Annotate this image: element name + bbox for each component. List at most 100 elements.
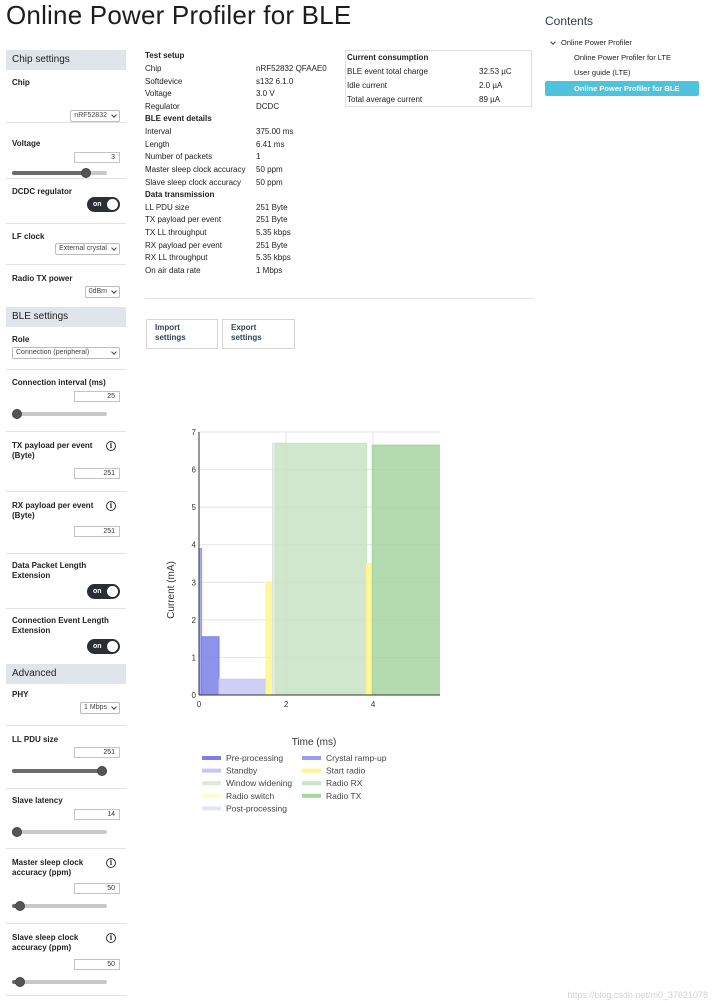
row-value: 5.35 kbps bbox=[256, 253, 291, 262]
slider-thumb[interactable] bbox=[14, 977, 25, 987]
toggle-knob bbox=[107, 199, 118, 210]
chart-bars bbox=[198, 442, 440, 696]
voltage-field: Voltage 3 bbox=[6, 123, 126, 179]
table-row: Idle current 2.0 µA bbox=[347, 81, 532, 90]
ll-pdu-input[interactable]: 251 bbox=[74, 747, 120, 758]
export-settings-button[interactable]: Export settings bbox=[222, 319, 295, 349]
slave-sca-label: Slave sleep clock accuracy (ppm) bbox=[12, 933, 79, 952]
radio-tx-power-field: Radio TX power 0dBm bbox=[6, 265, 126, 307]
row-key: TX payload per event bbox=[145, 215, 222, 224]
import-settings-button[interactable]: Import settings bbox=[146, 319, 218, 349]
info-icon[interactable]: i bbox=[106, 933, 116, 943]
legend-label: Pre-processing bbox=[226, 753, 283, 763]
legend-swatch bbox=[202, 806, 221, 811]
chart-bar bbox=[265, 581, 274, 696]
connection-interval-input[interactable]: 25 bbox=[74, 391, 120, 402]
ll-pdu-slider[interactable] bbox=[12, 766, 107, 776]
slider-fill bbox=[12, 171, 87, 175]
info-icon[interactable]: i bbox=[106, 501, 116, 511]
role-label: Role bbox=[12, 335, 30, 344]
row-value: 1 Mbps bbox=[256, 266, 283, 275]
slave-latency-field: Slave latency 14 bbox=[6, 789, 126, 849]
lf-clock-field: LF clock External crystal bbox=[6, 224, 126, 265]
row-value: 251 Byte bbox=[256, 203, 288, 212]
slave-sca-field: Slave sleep clock accuracy (ppm) i 50 bbox=[6, 924, 126, 996]
phy-select[interactable]: 1 Mbps bbox=[80, 702, 120, 714]
slider-thumb[interactable] bbox=[97, 766, 107, 776]
row-key: Regulator bbox=[145, 102, 180, 111]
row-key: On air data rate bbox=[145, 266, 201, 275]
chart-legend: Pre-processing Crystal ramp-up Standby Star… bbox=[202, 753, 387, 813]
rx-payload-input[interactable]: 251 bbox=[74, 526, 120, 537]
lf-clock-select[interactable]: External crystal bbox=[55, 243, 120, 255]
row-key: Softdevice bbox=[145, 77, 183, 86]
toggle-state: on bbox=[93, 643, 102, 650]
master-sca-input[interactable]: 50 bbox=[74, 883, 120, 894]
slider-thumb[interactable] bbox=[12, 827, 22, 837]
row-value: 50 ppm bbox=[256, 178, 283, 187]
row-value: s132 6.1.0 bbox=[256, 77, 294, 86]
voltage-input[interactable]: 3 bbox=[74, 152, 120, 163]
chip-select[interactable]: nRF52832 bbox=[70, 110, 120, 122]
y-tick-label: 5 bbox=[192, 503, 197, 512]
y-tick-label: 0 bbox=[192, 691, 197, 700]
legend-label: Standby bbox=[226, 766, 258, 776]
voltage-slider[interactable] bbox=[12, 168, 107, 178]
x-tick-label: 0 bbox=[197, 700, 202, 709]
slider-thumb[interactable] bbox=[12, 409, 22, 419]
row-key: Length bbox=[145, 140, 170, 149]
y-tick-label: 4 bbox=[192, 541, 197, 550]
radio-tx-power-select[interactable]: 0dBm bbox=[84, 286, 120, 298]
toc-item-active[interactable]: Online Power Profiler for BLE bbox=[545, 81, 699, 96]
slave-sca-slider[interactable] bbox=[12, 977, 107, 987]
legend-label: Radio RX bbox=[326, 778, 363, 788]
y-tick-label: 7 bbox=[192, 428, 197, 437]
slider-thumb[interactable] bbox=[14, 901, 25, 911]
slave-sca-input[interactable]: 50 bbox=[74, 959, 120, 970]
tx-payload-input[interactable]: 251 bbox=[74, 468, 120, 479]
slider-thumb[interactable] bbox=[81, 168, 92, 178]
row-key: LL PDU size bbox=[145, 203, 190, 212]
ll-pdu-label: LL PDU size bbox=[12, 735, 59, 744]
watermark: https://blog.csdn.net/m0_37621078 bbox=[567, 990, 708, 1000]
dcdc-toggle[interactable]: on bbox=[87, 197, 120, 212]
chevron-down-icon[interactable] bbox=[550, 39, 556, 45]
info-icon[interactable]: i bbox=[106, 858, 116, 868]
toc-item[interactable]: Online Power Profiler bbox=[561, 38, 632, 47]
master-sca-slider[interactable] bbox=[12, 901, 107, 911]
dle-toggle[interactable]: on bbox=[87, 584, 120, 599]
y-axis-label: Current (mA) bbox=[166, 561, 177, 619]
role-select[interactable]: Connection (peripheral) bbox=[12, 347, 120, 359]
table-row: Total average current 89 µA bbox=[347, 95, 532, 104]
legend-label: Radio TX bbox=[326, 791, 362, 801]
info-icon[interactable]: i bbox=[106, 441, 116, 451]
y-tick-label: 6 bbox=[192, 466, 197, 475]
legend-swatch bbox=[202, 793, 221, 798]
toc-item[interactable]: Online Power Profiler for LTE bbox=[574, 53, 671, 62]
slider-fill bbox=[12, 769, 107, 773]
legend-label: Post-processing bbox=[226, 803, 287, 813]
cele-toggle[interactable]: on bbox=[87, 639, 120, 654]
page-title: Online Power Profiler for BLE bbox=[6, 0, 352, 30]
x-tick-label: 2 bbox=[284, 700, 289, 709]
legend-label: Window widening bbox=[226, 778, 292, 788]
legend-swatch bbox=[202, 768, 221, 773]
slave-latency-input[interactable]: 14 bbox=[74, 809, 120, 820]
row-key: Total average current bbox=[347, 95, 423, 104]
legend-swatch bbox=[302, 768, 321, 773]
slave-latency-slider[interactable] bbox=[12, 827, 107, 837]
toggle-knob bbox=[107, 586, 118, 597]
legend-swatch bbox=[202, 756, 221, 760]
section-divider bbox=[145, 298, 533, 299]
role-field: Role Connection (peripheral) bbox=[6, 327, 126, 370]
radio-tx-power-label: Radio TX power bbox=[12, 274, 73, 283]
contents-title: Contents bbox=[545, 14, 594, 28]
chip-field: Chip nRF52832 bbox=[6, 70, 126, 123]
advanced-header: Advanced bbox=[6, 664, 126, 684]
chart-bar bbox=[371, 444, 440, 696]
connection-interval-slider[interactable] bbox=[12, 409, 107, 419]
legend-swatch bbox=[302, 793, 321, 798]
legend-swatch bbox=[202, 781, 221, 786]
legend-label: Start radio bbox=[326, 766, 365, 776]
toc-item[interactable]: User guide (LTE) bbox=[574, 68, 631, 77]
